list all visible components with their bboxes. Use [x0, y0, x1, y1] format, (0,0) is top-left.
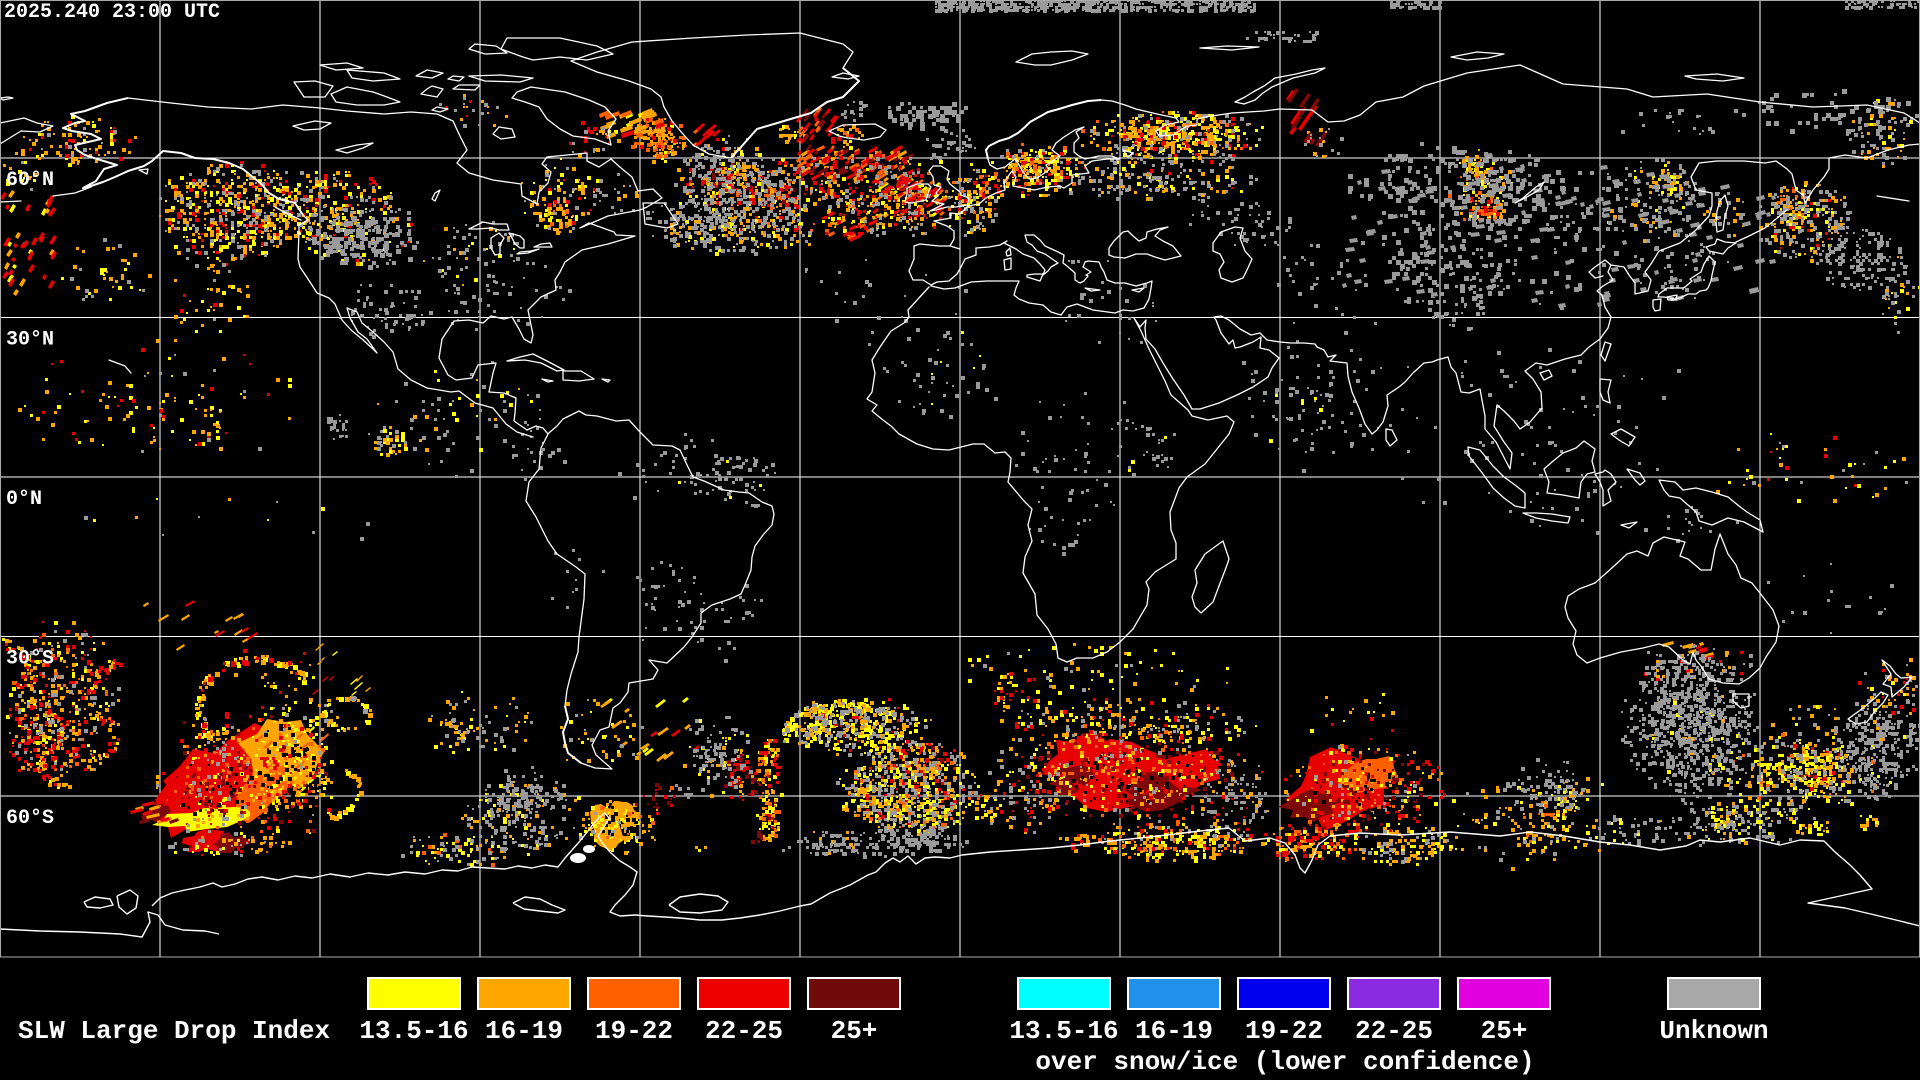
svg-text:2025.240 23:00 UTC: 2025.240 23:00 UTC	[4, 1, 220, 24]
svg-text:60°N: 60°N	[6, 169, 54, 192]
svg-text:19-22: 19-22	[595, 1016, 673, 1046]
svg-text:22-25: 22-25	[1355, 1016, 1433, 1046]
svg-text:0°N: 0°N	[6, 488, 42, 511]
svg-text:25+: 25+	[1481, 1016, 1528, 1046]
svg-text:16-19: 16-19	[1135, 1016, 1213, 1046]
svg-text:30°S: 30°S	[6, 648, 54, 671]
svg-text:16-19: 16-19	[485, 1016, 563, 1046]
svg-text:SLW Large Drop Index: SLW Large Drop Index	[18, 1016, 330, 1046]
svg-text:13.5-16: 13.5-16	[1009, 1016, 1118, 1046]
svg-text:25+: 25+	[831, 1016, 878, 1046]
svg-text:19-22: 19-22	[1245, 1016, 1323, 1046]
svg-text:60°S: 60°S	[6, 807, 54, 830]
svg-text:30°N: 30°N	[6, 329, 54, 352]
svg-text:13.5-16: 13.5-16	[359, 1016, 468, 1046]
svg-text:22-25: 22-25	[705, 1016, 783, 1046]
svg-text:over snow/ice (lower confidenc: over snow/ice (lower confidence)	[1035, 1047, 1534, 1077]
svg-text:Unknown: Unknown	[1659, 1016, 1768, 1046]
